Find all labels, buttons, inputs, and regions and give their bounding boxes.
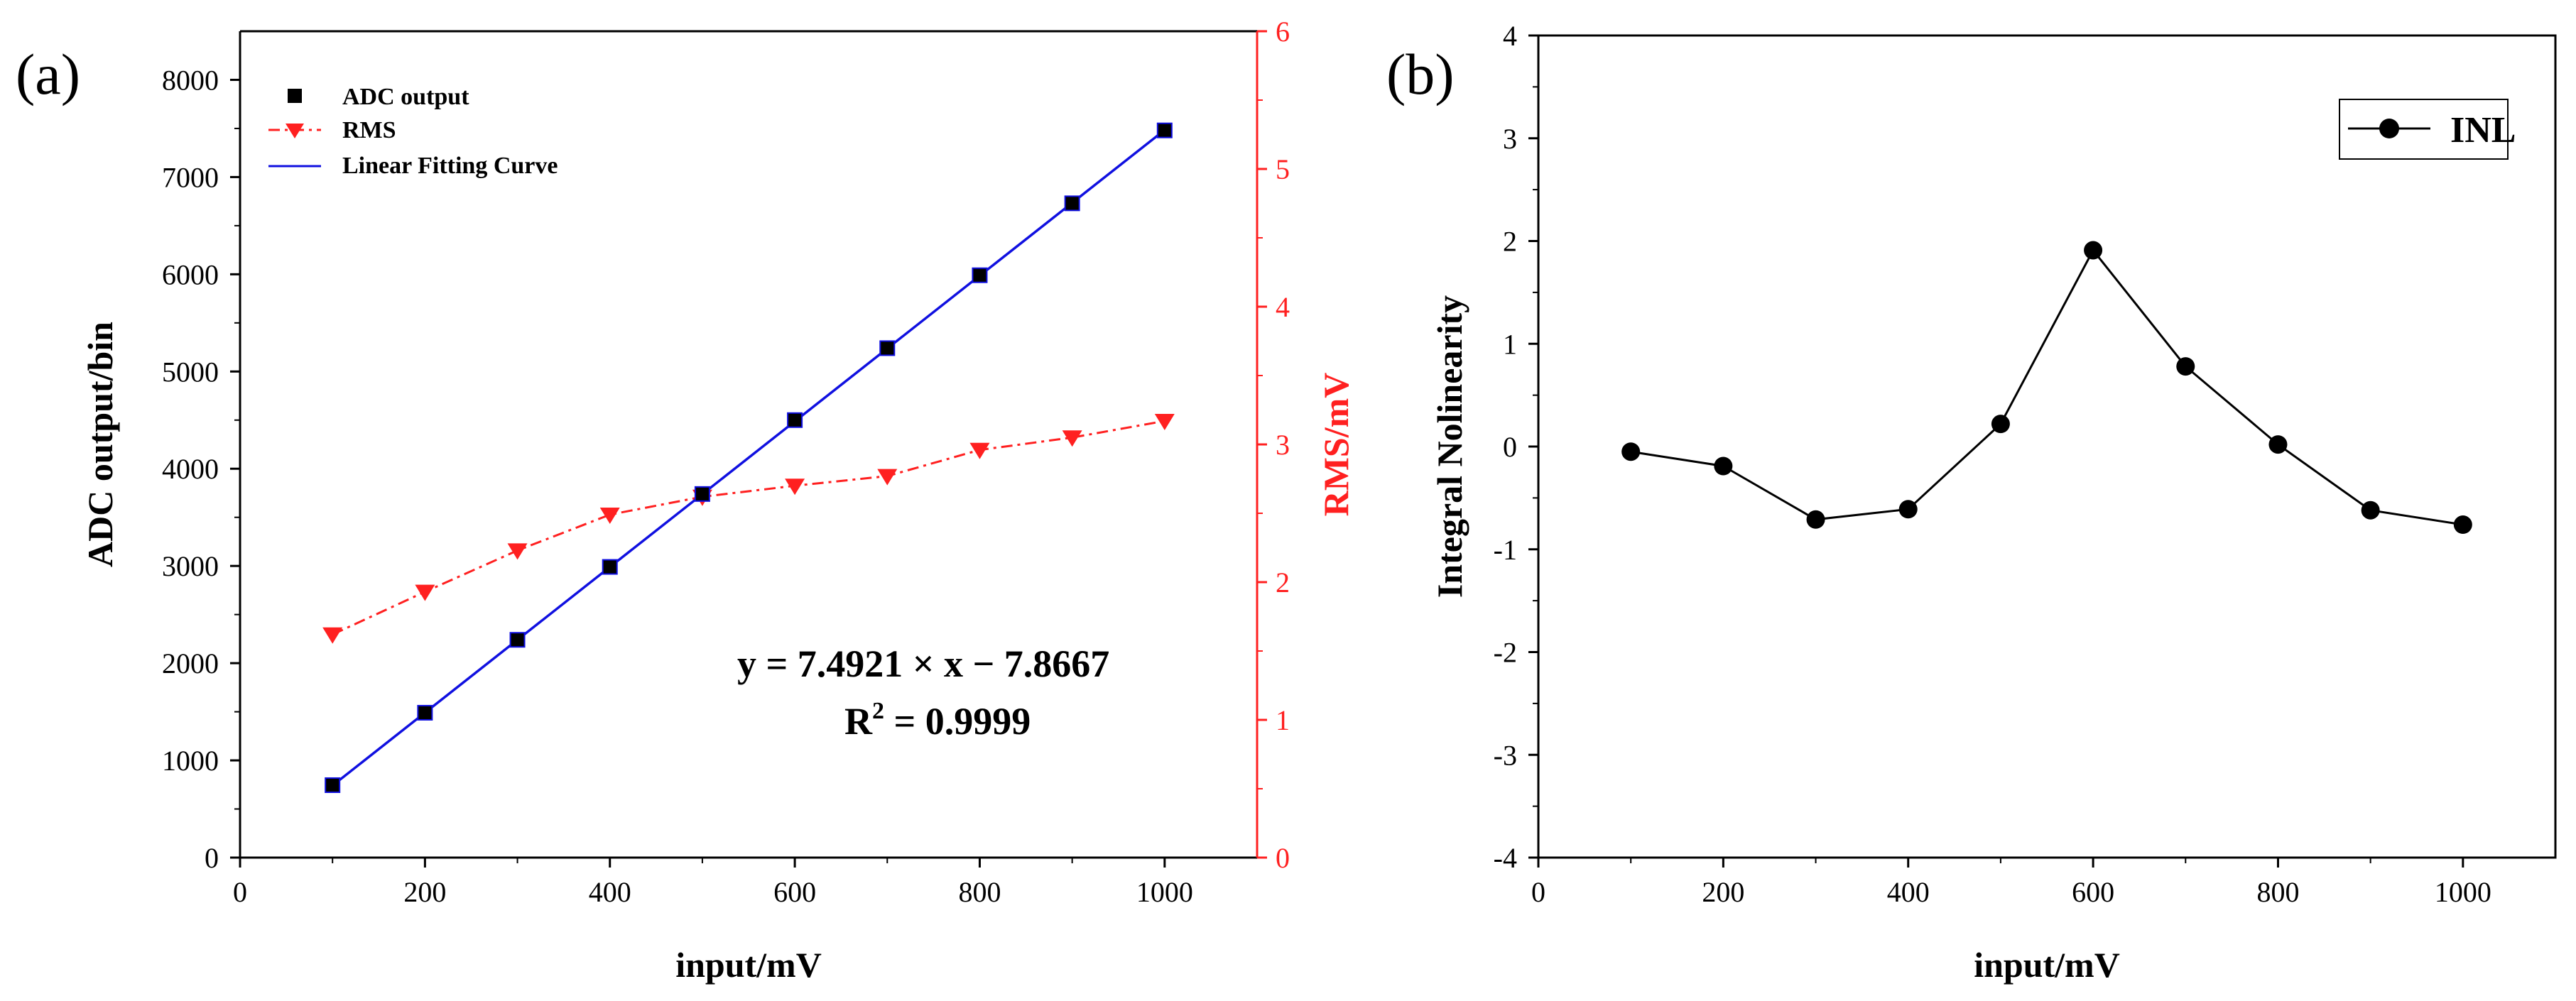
adc-point (603, 560, 617, 574)
legend-label-fit: Linear Fitting Curve (342, 153, 558, 179)
rms-point (877, 469, 897, 486)
adc-point (788, 413, 802, 427)
legend-label-rms: RMS (342, 117, 396, 143)
a-y2-tick-label: 1 (1276, 704, 1290, 736)
inl-point (1714, 457, 1732, 476)
legend-a: ADC output RMS Linear Fitting Curve (268, 84, 558, 179)
legend-label-inl: INL (2450, 110, 2516, 151)
panel-b: (b) 0 200 400 600 800 1000 -4 -3 -2 -1 0 1 2 3 4 input/… (1386, 20, 2555, 985)
panel-b-axes: 0 200 400 600 800 1000 -4 -3 -2 -1 0 1 2 3 4 input/mV In… (1430, 20, 2555, 985)
b-y-tick-label: 4 (1503, 20, 1517, 52)
a-x-tick-label: 1000 (1136, 876, 1193, 908)
rms-line (332, 421, 1165, 635)
b-y-tick-label: 0 (1503, 431, 1517, 463)
adc-point (325, 778, 339, 792)
legend-label-adc: ADC output (342, 84, 469, 110)
inl-point (2176, 357, 2195, 376)
inl-point (2362, 501, 2380, 520)
a-y-tick-label: 8000 (162, 64, 219, 96)
adc-point (1158, 124, 1172, 138)
rms-point (600, 508, 620, 524)
b-x-tick-label: 400 (1887, 876, 1930, 908)
adc-point (511, 633, 525, 647)
fit-equation: y = 7.4921 × x − 7.8667 (737, 642, 1109, 685)
b-y-tick-label: -3 (1494, 739, 1517, 771)
adc-point (695, 487, 710, 501)
b-y-tick-label: 1 (1503, 328, 1517, 360)
a-x-tick-label: 600 (773, 876, 816, 908)
rms-point (1155, 414, 1175, 430)
b-x-tick-label: 1000 (2435, 876, 2491, 908)
b-y-tick-label: -4 (1494, 842, 1517, 874)
legend-circle-marker (2379, 119, 2399, 138)
inl-point (1991, 415, 2010, 433)
b-x-tick-label: 200 (1702, 876, 1744, 908)
a-y2-tick-label: 4 (1276, 291, 1290, 323)
a-y-tick-label: 6000 (162, 258, 219, 290)
adc-point (972, 268, 987, 283)
b-y-tick-label: 3 (1503, 123, 1517, 155)
b-y-axis-title: Integral Nolinearity (1430, 295, 1469, 598)
r-squared: R2 = 0.9999 (844, 698, 1031, 743)
rms-point (1063, 430, 1082, 447)
a-y-tick-label: 4000 (162, 453, 219, 485)
a-y-axis-title: ADC output/bin (80, 322, 120, 567)
inl-point (2454, 515, 2472, 534)
a-x-tick-label: 0 (233, 876, 247, 908)
b-x-axis-title: input/mV (1974, 945, 2120, 985)
panel-a-axes: 0 200 400 600 800 100001000200030004000500060… (80, 16, 1356, 985)
a-y-tick-label: 5000 (162, 356, 219, 388)
adc-point (418, 706, 432, 720)
a-x-tick-label: 800 (958, 876, 1001, 908)
panel-label-b: (b) (1386, 42, 1455, 106)
a-x-axis-title: input/mV (675, 945, 822, 985)
rms-point (415, 585, 435, 601)
a-y-tick-label: 3000 (162, 550, 219, 582)
adc-point (1065, 196, 1080, 210)
a-x-tick-label: 200 (403, 876, 446, 908)
inl-point (1899, 500, 1918, 518)
a-y2-tick-label: 5 (1276, 153, 1290, 185)
inl-point (1807, 510, 1825, 529)
legend-b: INL (2339, 99, 2516, 159)
b-x-tick-label: 800 (2256, 876, 2299, 908)
a-x-tick-label: 400 (589, 876, 631, 908)
rms-point (785, 478, 805, 495)
a-y2-tick-label: 2 (1276, 567, 1290, 598)
a-y2-tick-label: 3 (1276, 429, 1290, 461)
inl-series (1621, 241, 2472, 534)
rms-point (508, 543, 528, 559)
a-y-tick-label: 7000 (162, 161, 219, 193)
inl-line (1631, 251, 2463, 525)
rms-point (322, 628, 342, 644)
adc-point (880, 341, 894, 355)
linear-fit-series (332, 130, 1165, 785)
b-x-tick-label: 0 (1531, 876, 1545, 908)
fit-line (332, 130, 1165, 785)
panel-label-a: (a) (16, 42, 80, 106)
figure: (a) 0 200 400 600 800 10000100020003000400050… (0, 0, 2576, 1001)
a-y2-axis-title: RMS/mV (1316, 373, 1356, 517)
rms-point (969, 443, 989, 459)
b-y-tick-label: -2 (1494, 637, 1517, 669)
a-y2-tick-label: 0 (1276, 842, 1290, 874)
b-y-tick-label: 2 (1503, 226, 1517, 258)
inl-point (2268, 435, 2287, 454)
a-y-tick-label: 2000 (162, 647, 219, 679)
legend-square-marker (288, 89, 302, 103)
a-y2-tick-label: 6 (1276, 16, 1290, 48)
b-x-tick-label: 600 (2072, 876, 2114, 908)
b-y-tick-label: -1 (1494, 534, 1517, 566)
a-y-tick-label: 1000 (162, 745, 219, 777)
inl-point (1621, 442, 1640, 461)
inl-point (2084, 241, 2102, 260)
panel-a: (a) 0 200 400 600 800 10000100020003000400050… (16, 16, 1356, 985)
a-y-tick-label: 0 (205, 842, 219, 874)
rms-series (322, 414, 1175, 644)
